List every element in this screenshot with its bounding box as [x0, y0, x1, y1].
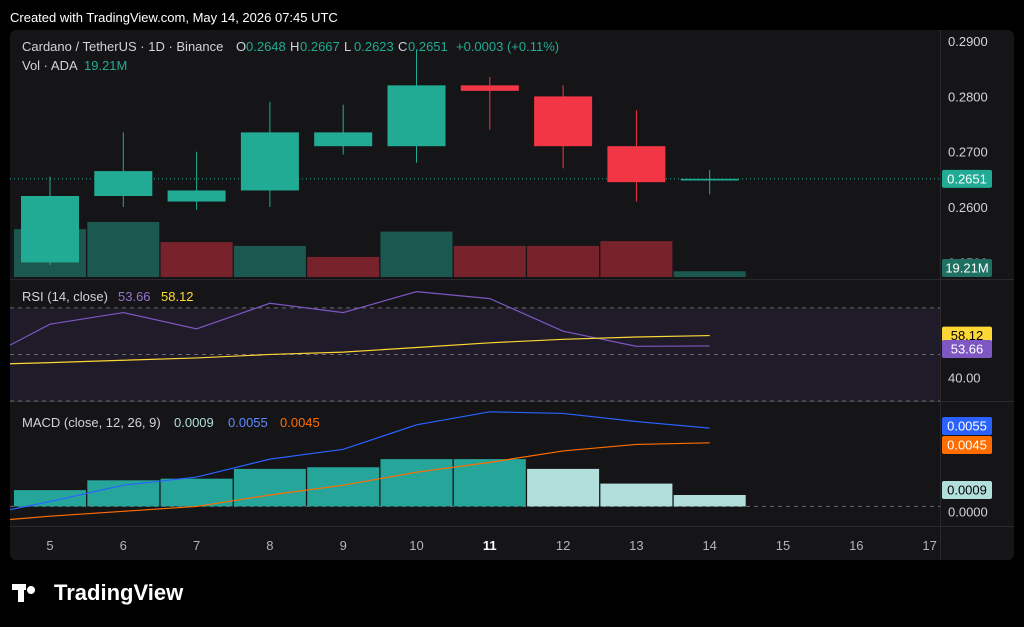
macd-histogram-bar — [233, 468, 306, 507]
time-axis-border — [10, 526, 1014, 527]
volume-bar — [600, 241, 673, 277]
candle-body — [94, 171, 153, 196]
time-tick-label: 13 — [629, 538, 643, 553]
macd-histogram-bar — [160, 478, 233, 507]
rsi-legend-title: RSI (14, close) — [22, 289, 108, 304]
volume-bar — [673, 271, 746, 277]
candle-body — [460, 85, 519, 91]
macd-legend-value: 0.0055 — [228, 415, 268, 430]
price-scale-border — [940, 30, 941, 560]
price-tick-label: 0.2600 — [948, 200, 988, 215]
time-tick-label: 16 — [849, 538, 863, 553]
macd-series-line — [10, 411, 710, 511]
volume-badge-bg — [942, 259, 992, 277]
rsi-series-line — [10, 291, 710, 347]
rsi-series-line — [10, 334, 710, 365]
time-tick-label: 10 — [409, 538, 423, 553]
ohlc-key: H — [290, 39, 299, 54]
ohlc-change: +0.0003 (+0.11%) — [456, 39, 559, 54]
macd-tick-label: 0.0000 — [948, 504, 988, 519]
macd-histogram-bar — [527, 468, 600, 507]
tradingview-logo-icon — [12, 582, 46, 604]
macd-hist-badge: 0.0009 — [947, 483, 987, 498]
candle-body — [21, 196, 79, 263]
macd-histogram-bar — [453, 459, 526, 507]
candle-body — [167, 190, 226, 202]
time-tick-label: 12 — [556, 538, 570, 553]
last-price-badge: 0.2651 — [947, 171, 987, 186]
time-tick-label: 9 — [340, 538, 347, 553]
signal-legend-value: 0.0045 — [280, 415, 320, 430]
candle-body — [240, 132, 299, 191]
macd-histogram-bar — [87, 480, 160, 507]
macd-histogram-bar — [600, 483, 673, 507]
macd-histogram-bar — [307, 467, 380, 507]
macd-series-line — [10, 442, 710, 521]
time-tick-label: 11 — [483, 538, 497, 553]
macd-legend-title: MACD (close, 12, 26, 9) — [22, 415, 161, 430]
candle-body — [607, 146, 666, 183]
pane-separator-rsi — [10, 279, 1014, 280]
volume-legend-title: Vol · ADA — [22, 58, 78, 73]
time-tick-label: 6 — [120, 538, 127, 553]
volume-badge: 19.21M — [945, 261, 988, 276]
macd-hist-legend-value: 0.0009 — [174, 415, 214, 430]
candle-body — [534, 96, 593, 147]
candle-body — [387, 85, 446, 147]
ohlc-value: 0.2623 — [354, 39, 394, 54]
rsi-ma-badge: 58.12 — [951, 328, 984, 343]
ohlc-key: L — [344, 39, 351, 54]
ohlc-value: 0.2667 — [300, 39, 340, 54]
time-tick-label: 8 — [266, 538, 273, 553]
volume-legend-value: 19.21M — [84, 58, 127, 73]
time-tick-label: 17 — [922, 538, 936, 553]
last-price-badge-bg — [942, 169, 992, 188]
rsi-badge-bg — [942, 339, 992, 358]
pane-separator-macd — [10, 401, 1014, 402]
price-tick-label: 0.2700 — [948, 145, 988, 160]
time-tick-label: 15 — [776, 538, 790, 553]
symbol-title: Cardano / TetherUS · 1D · Binance — [22, 39, 223, 54]
volume-bar — [233, 245, 306, 277]
volume-bar — [160, 242, 233, 277]
macd-badge: 0.0055 — [947, 419, 987, 434]
price-tick-label: 0.2800 — [948, 89, 988, 104]
ohlc-key: O — [236, 39, 246, 54]
volume-bar — [87, 222, 160, 277]
rsi-legend-value: 53.66 — [118, 289, 151, 304]
macd-histogram-bar — [673, 495, 746, 507]
signal-badge-bg — [942, 436, 992, 454]
volume-bar — [453, 245, 526, 277]
candle-body — [680, 178, 739, 181]
volume-bar — [307, 256, 380, 277]
price-tick-label: 0.2900 — [948, 34, 988, 49]
rsi-ma-legend-value: 58.12 — [161, 289, 194, 304]
rsi-tick-label: 40.00 — [948, 371, 981, 386]
macd-histogram-bar — [14, 490, 86, 507]
macd-histogram-bar — [380, 459, 453, 507]
time-tick-label: 5 — [46, 538, 53, 553]
export-caption: Created with TradingView.com, May 14, 20… — [10, 10, 338, 25]
signal-badge: 0.0045 — [947, 438, 987, 453]
ohlc-value: 0.2651 — [408, 39, 448, 54]
time-tick-label: 7 — [193, 538, 200, 553]
volume-bar — [527, 245, 600, 277]
ohlc-value: 0.2648 — [246, 39, 286, 54]
tradingview-logo: TradingView — [12, 580, 183, 606]
brand-name: TradingView — [54, 580, 184, 605]
ohlc-key: C — [398, 39, 407, 54]
macd-hist-badge-bg — [942, 481, 992, 499]
macd-badge-bg — [942, 417, 992, 435]
time-tick-label: 14 — [702, 538, 716, 553]
rsi-badge: 53.66 — [951, 341, 984, 356]
volume-bar — [380, 231, 453, 277]
candle-body — [314, 132, 373, 147]
